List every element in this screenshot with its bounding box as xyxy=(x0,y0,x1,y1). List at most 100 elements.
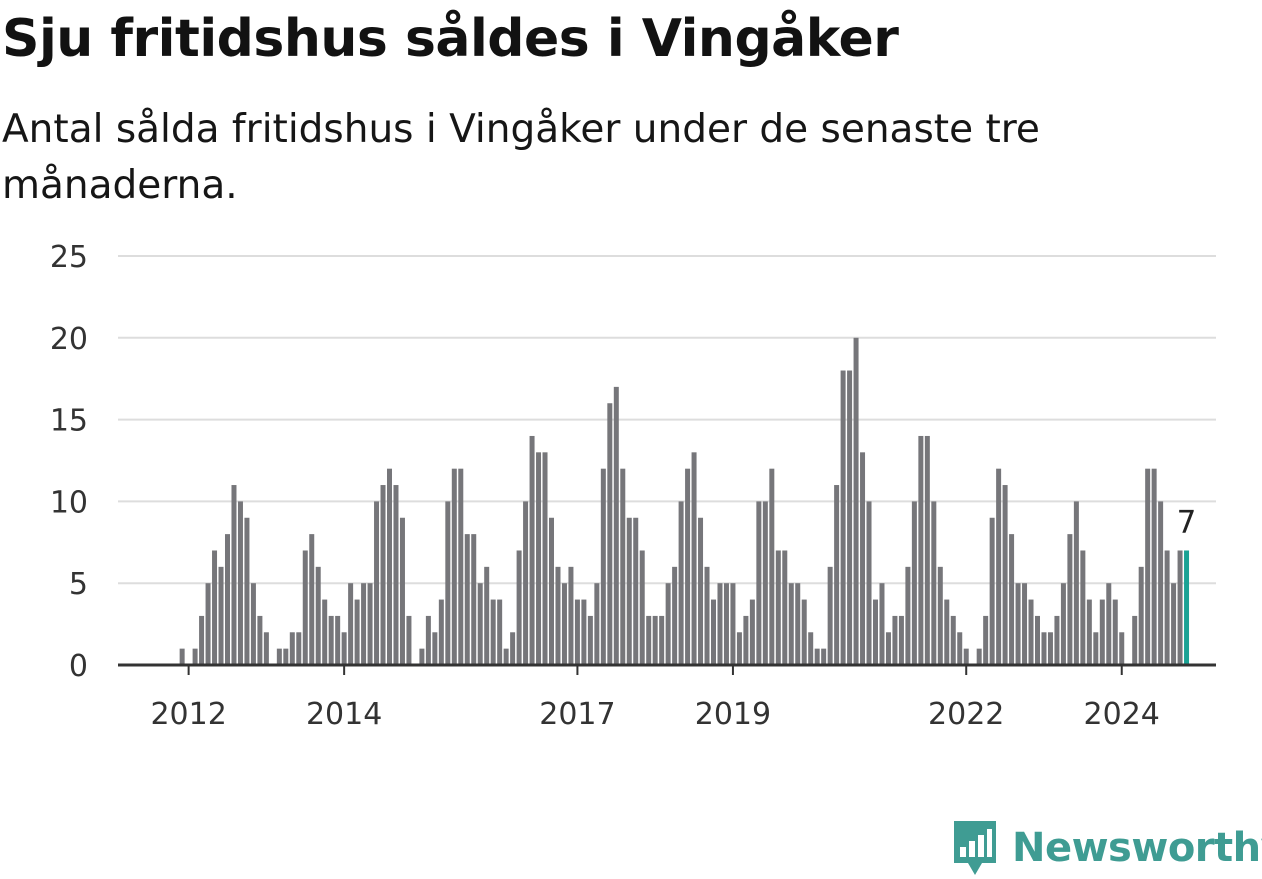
bar xyxy=(1067,534,1073,665)
bar xyxy=(873,599,878,665)
last-value-label: 7 xyxy=(1177,504,1197,540)
bar xyxy=(361,583,367,665)
bar xyxy=(315,566,321,665)
bar xyxy=(387,468,392,665)
bar xyxy=(406,615,412,665)
bar xyxy=(302,550,308,665)
bar xyxy=(1093,632,1099,665)
bar xyxy=(393,485,399,665)
bar-highlighted xyxy=(1184,550,1190,665)
bar xyxy=(296,632,302,665)
bar xyxy=(834,485,840,665)
bar xyxy=(231,485,237,665)
bar xyxy=(743,615,749,665)
bar xyxy=(762,501,768,665)
bar xyxy=(477,583,483,665)
bar xyxy=(322,599,328,665)
bar xyxy=(341,632,347,665)
bar xyxy=(607,403,613,665)
bar xyxy=(1106,583,1112,665)
x-tick-label: 2017 xyxy=(539,697,615,732)
bar xyxy=(1112,599,1118,665)
bar xyxy=(458,468,464,665)
y-tick-label: 10 xyxy=(50,485,88,520)
bar xyxy=(626,517,632,665)
bar xyxy=(814,648,820,665)
bar xyxy=(471,534,477,665)
bar xyxy=(892,615,898,665)
bar xyxy=(879,583,885,665)
bar xyxy=(924,435,930,665)
bar xyxy=(335,615,341,665)
chart-subtitle: Antal sålda fritidshus i Vingåker under … xyxy=(2,107,1040,208)
bar xyxy=(1022,583,1028,665)
bar xyxy=(503,648,509,665)
bar xyxy=(911,501,917,665)
bar xyxy=(937,566,943,665)
bar xyxy=(484,566,490,665)
bar xyxy=(419,648,425,665)
bar xyxy=(399,517,405,665)
bar xyxy=(380,485,386,665)
bar xyxy=(309,534,315,665)
bar xyxy=(179,648,185,665)
bar xyxy=(1145,468,1151,665)
bar xyxy=(561,583,567,665)
bar xyxy=(1009,534,1015,665)
bar xyxy=(1177,550,1183,665)
bar xyxy=(756,501,762,665)
y-tick-label: 20 xyxy=(50,322,88,357)
bar xyxy=(782,550,788,665)
bar xyxy=(1028,599,1034,665)
bar xyxy=(568,566,574,665)
bar xyxy=(1060,583,1066,665)
bar xyxy=(633,517,639,665)
chart-flag-icon xyxy=(954,821,996,875)
bar xyxy=(963,648,969,665)
bar xyxy=(1086,599,1092,665)
x-tick-label: 2012 xyxy=(150,697,226,732)
bar xyxy=(529,435,535,665)
bar xyxy=(250,583,256,665)
bar xyxy=(801,599,807,665)
bar xyxy=(698,517,704,665)
bar xyxy=(944,599,950,665)
bar xyxy=(1035,615,1040,665)
bar xyxy=(736,632,742,665)
bar xyxy=(1099,599,1105,665)
bar xyxy=(1080,550,1086,665)
bar xyxy=(328,615,334,665)
bar xyxy=(639,550,645,665)
bar xyxy=(464,534,470,665)
bar xyxy=(795,583,801,665)
x-tick-label: 2022 xyxy=(928,697,1004,732)
bar xyxy=(905,566,911,665)
bar xyxy=(775,550,781,665)
bar xyxy=(212,550,218,665)
bar xyxy=(691,452,697,665)
bar xyxy=(983,615,989,665)
bar xyxy=(821,648,827,665)
bar xyxy=(451,468,457,665)
bar xyxy=(1138,566,1144,665)
bar xyxy=(438,599,444,665)
bar xyxy=(1041,632,1047,665)
bar xyxy=(860,452,866,665)
bar xyxy=(367,583,373,665)
bar xyxy=(289,632,295,665)
y-tick-label: 15 xyxy=(50,404,88,439)
bar xyxy=(1047,632,1053,665)
bar xyxy=(646,615,652,665)
bar xyxy=(516,550,522,665)
bar xyxy=(1171,583,1177,665)
bar xyxy=(218,566,224,665)
bar xyxy=(957,632,963,665)
bar xyxy=(432,632,438,665)
bar xyxy=(827,566,833,665)
bar xyxy=(840,370,846,665)
bar xyxy=(510,632,516,665)
bar xyxy=(1002,485,1008,665)
bar xyxy=(237,501,243,665)
bar xyxy=(1015,583,1021,665)
bar xyxy=(665,583,671,665)
